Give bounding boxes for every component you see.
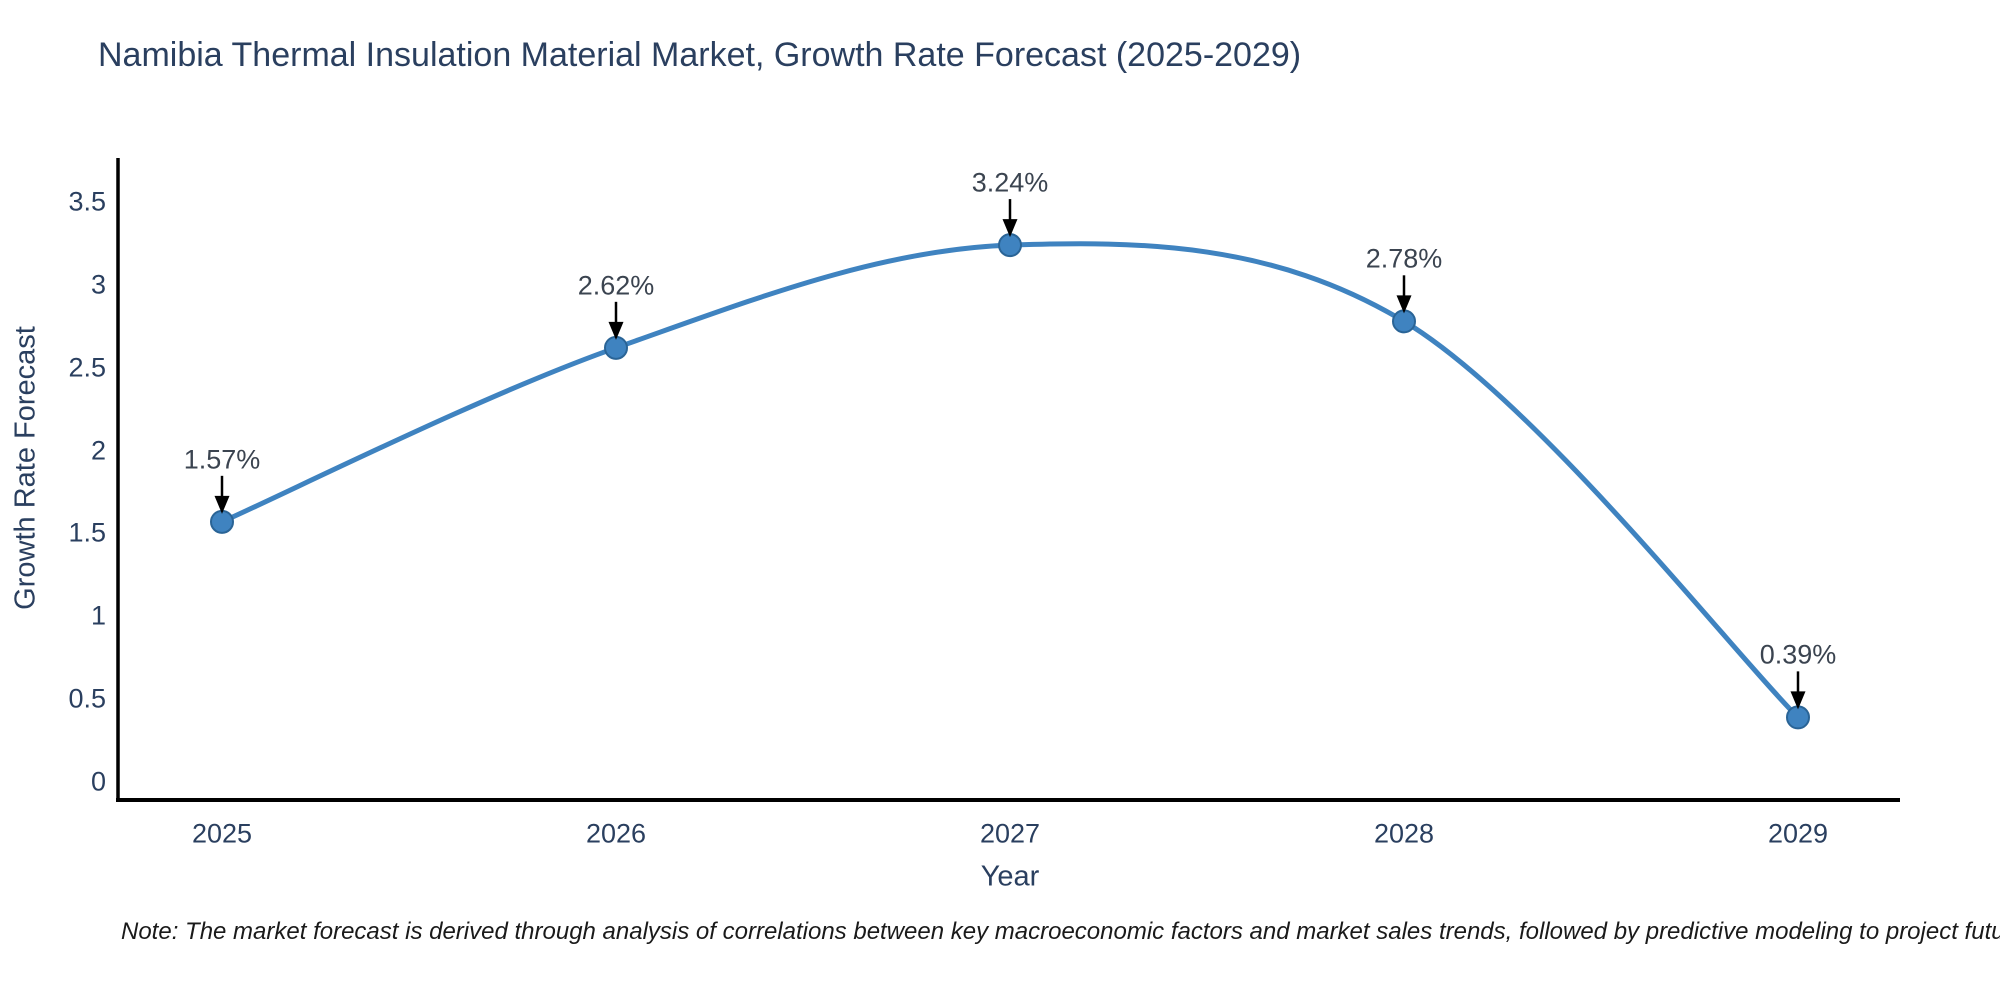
annotation-arrowhead [214,495,230,514]
x-axis-title: Year [980,860,1040,893]
y-tick-label: 0.5 [68,683,106,714]
x-tick-label: 2029 [1767,818,1829,849]
data-point-marker [604,335,628,360]
x-tick-label: 2025 [191,818,253,849]
annotation-label: 0.39% [1759,639,1837,670]
y-tick-label: 2.5 [68,352,106,383]
annotation-label: 1.57% [183,444,261,475]
forecast-line [219,241,1801,720]
annotation-arrowhead [1002,219,1018,238]
y-tick-label: 3 [90,269,106,300]
x-tick-label: 2026 [585,818,647,849]
annotation-label: 2.78% [1365,243,1443,274]
y-axis-title: Growth Rate Forecast [9,326,42,610]
y-tick-label: 1 [90,600,106,631]
chart-title: Namibia Thermal Insulation Material Mark… [98,36,1302,74]
data-point-marker [210,509,234,534]
annotation-arrowhead [1396,295,1412,314]
y-tick-label: 2 [90,435,106,466]
annotation-label: 2.62% [577,270,655,301]
y-tick-label: 1.5 [68,517,106,548]
x-tick-label: 2028 [1373,818,1435,849]
footnote: Note: The market forecast is derived thr… [121,918,2000,945]
data-point-marker [998,233,1022,258]
annotation-arrowhead [1790,691,1806,710]
data-point-marker [1392,309,1416,334]
y-tick-label: 3.5 [68,186,106,217]
annotation-label: 3.24% [971,167,1049,198]
data-point-marker [1786,705,1810,730]
annotation-arrowhead [608,321,624,340]
x-tick-label: 2027 [979,818,1041,849]
y-tick-label: 0 [90,766,106,797]
